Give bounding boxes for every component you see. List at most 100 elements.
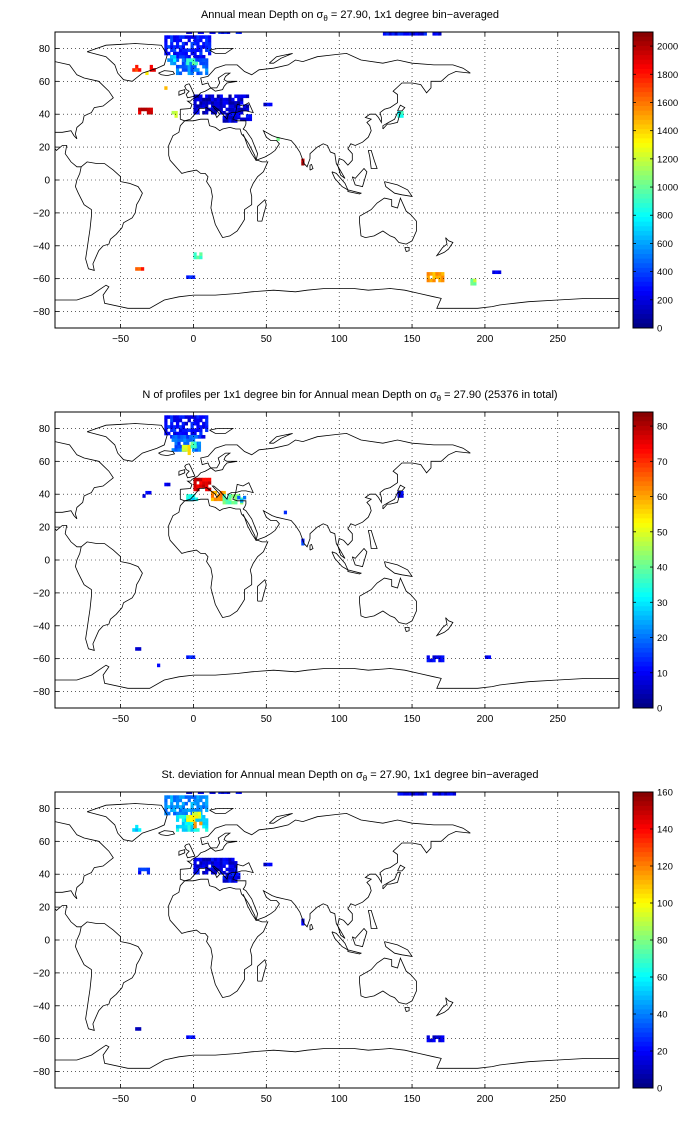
colorbar-segment <box>633 96 653 102</box>
colorbar-segment <box>633 1055 653 1061</box>
data-cell <box>140 107 145 112</box>
data-cell <box>248 114 253 118</box>
data-cell <box>231 872 235 877</box>
data-cell <box>234 104 238 108</box>
data-cell <box>417 792 422 796</box>
data-cell <box>140 267 145 271</box>
data-cell <box>193 35 197 39</box>
data-cell <box>181 425 186 429</box>
colorbar-segment <box>633 92 653 98</box>
data-cell <box>181 41 186 46</box>
coastline <box>359 576 417 625</box>
data-cell <box>231 104 235 108</box>
map-title: N of profiles per 1x1 degree bin for Ann… <box>142 389 557 403</box>
data-cell <box>429 1038 433 1043</box>
data-cell <box>409 792 413 796</box>
data-cell <box>167 51 171 56</box>
colorbar-segment <box>633 866 653 872</box>
data-cell <box>170 35 174 39</box>
data-cell <box>189 655 193 659</box>
data-cell <box>225 857 229 862</box>
data-cell <box>191 497 196 502</box>
data-cell <box>196 41 200 46</box>
colorbar-segment <box>633 592 653 598</box>
colorbar-segment <box>633 64 653 70</box>
coastline <box>382 492 401 510</box>
colorbar-segment <box>633 1083 653 1089</box>
colorbar-segment <box>633 1018 653 1024</box>
data-cell <box>400 32 404 36</box>
data-cell <box>184 51 188 56</box>
colorbar-segment <box>633 536 653 542</box>
data-cell <box>225 97 229 102</box>
data-cell <box>199 252 203 256</box>
data-cell <box>196 428 200 433</box>
data-cell <box>171 448 175 452</box>
coastline <box>180 812 471 939</box>
data-cell <box>174 438 178 442</box>
data-cell <box>145 71 149 76</box>
data-cell <box>170 421 174 426</box>
data-cell <box>199 481 203 485</box>
data-cell <box>205 484 209 488</box>
data-cell <box>301 161 305 166</box>
colorbar-segment <box>633 36 653 42</box>
colorbar-segment <box>633 490 653 496</box>
colorbar-segment <box>633 230 653 236</box>
data-cell <box>193 824 197 829</box>
data-cell <box>175 421 180 426</box>
data-cell <box>187 68 191 72</box>
colorbar-segment <box>633 810 653 816</box>
data-cell <box>208 41 212 46</box>
data-cell <box>187 35 191 39</box>
data-cell <box>196 97 200 102</box>
data-cell <box>210 857 215 862</box>
data-cell <box>170 61 174 66</box>
data-cell <box>226 32 231 34</box>
data-cell <box>237 104 241 108</box>
data-cell <box>199 805 203 809</box>
data-cell <box>400 490 404 495</box>
data-cell <box>149 107 153 112</box>
data-cell <box>231 101 235 105</box>
data-cell <box>189 1035 193 1039</box>
colorbar-segment <box>633 449 653 455</box>
colorbar-segment <box>633 217 653 223</box>
x-tick-label: 0 <box>191 334 197 345</box>
coastline <box>55 1044 619 1069</box>
data-cell <box>240 107 244 112</box>
data-cell <box>199 864 203 868</box>
data-cell <box>170 418 174 423</box>
data-cell <box>181 58 186 62</box>
data-cell <box>199 477 203 482</box>
colorbar-tick-label: 200 <box>657 295 673 306</box>
data-cell <box>173 805 177 809</box>
data-cell <box>196 35 200 39</box>
data-cell <box>199 795 203 799</box>
data-cell <box>449 792 454 796</box>
data-cell <box>235 32 239 34</box>
colorbar-tick-label: 40 <box>657 563 668 574</box>
data-cell <box>432 658 436 663</box>
data-cell <box>400 110 404 115</box>
data-cell <box>197 448 202 452</box>
colorbar-segment <box>633 1004 653 1010</box>
data-cell <box>213 861 218 865</box>
x-tick-label: 50 <box>261 714 273 725</box>
data-cell <box>164 38 168 43</box>
data-cell <box>146 867 151 872</box>
map-title: Annual mean Depth on σθ = 27.90, 1x1 deg… <box>201 9 499 23</box>
data-cell <box>224 32 228 34</box>
data-cell <box>178 808 183 813</box>
colorbar-segment <box>633 870 653 876</box>
data-cell <box>484 655 489 659</box>
colorbar-tick-label: 50 <box>657 527 668 538</box>
data-cell <box>266 102 270 107</box>
data-cell <box>406 32 410 36</box>
data-cell <box>164 418 168 423</box>
data-cell <box>190 71 194 76</box>
data-cell <box>225 107 229 112</box>
data-cell <box>426 272 430 276</box>
data-cell <box>196 484 200 488</box>
